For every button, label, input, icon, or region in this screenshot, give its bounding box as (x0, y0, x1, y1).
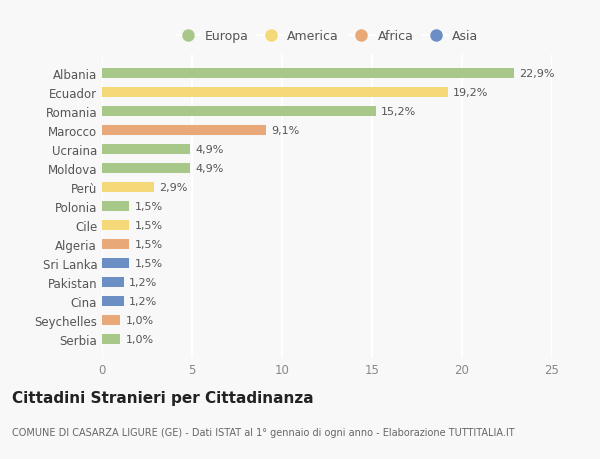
Bar (102, 163, 190, 174)
Bar (102, 69, 514, 79)
Text: 2,9%: 2,9% (160, 183, 188, 193)
Text: 1,0%: 1,0% (125, 315, 154, 325)
Bar (102, 277, 124, 287)
Bar (102, 258, 129, 269)
Text: 1,2%: 1,2% (129, 296, 157, 306)
Bar (102, 220, 129, 231)
Legend: Europa, America, Africa, Asia: Europa, America, Africa, Asia (176, 30, 478, 43)
Text: 1,5%: 1,5% (134, 202, 163, 212)
Text: 9,1%: 9,1% (271, 126, 299, 136)
Bar (102, 202, 129, 212)
Bar (102, 145, 190, 155)
Text: 1,5%: 1,5% (134, 220, 163, 230)
Text: 1,2%: 1,2% (129, 277, 157, 287)
Text: Cittadini Stranieri per Cittadinanza: Cittadini Stranieri per Cittadinanza (12, 390, 314, 405)
Text: 22,9%: 22,9% (520, 69, 555, 79)
Bar (102, 334, 120, 344)
Bar (102, 126, 266, 136)
Bar (102, 106, 376, 117)
Text: 1,5%: 1,5% (134, 240, 163, 249)
Bar (102, 182, 154, 193)
Text: 4,9%: 4,9% (196, 164, 224, 174)
Text: 19,2%: 19,2% (453, 88, 488, 98)
Bar (102, 88, 448, 98)
Bar (102, 296, 124, 307)
Text: COMUNE DI CASARZA LIGURE (GE) - Dati ISTAT al 1° gennaio di ogni anno - Elaboraz: COMUNE DI CASARZA LIGURE (GE) - Dati IST… (12, 427, 515, 437)
Text: 1,0%: 1,0% (125, 334, 154, 344)
Bar (102, 239, 129, 250)
Text: 1,5%: 1,5% (134, 258, 163, 269)
Text: 4,9%: 4,9% (196, 145, 224, 155)
Bar (102, 315, 120, 325)
Text: 15,2%: 15,2% (381, 107, 416, 117)
